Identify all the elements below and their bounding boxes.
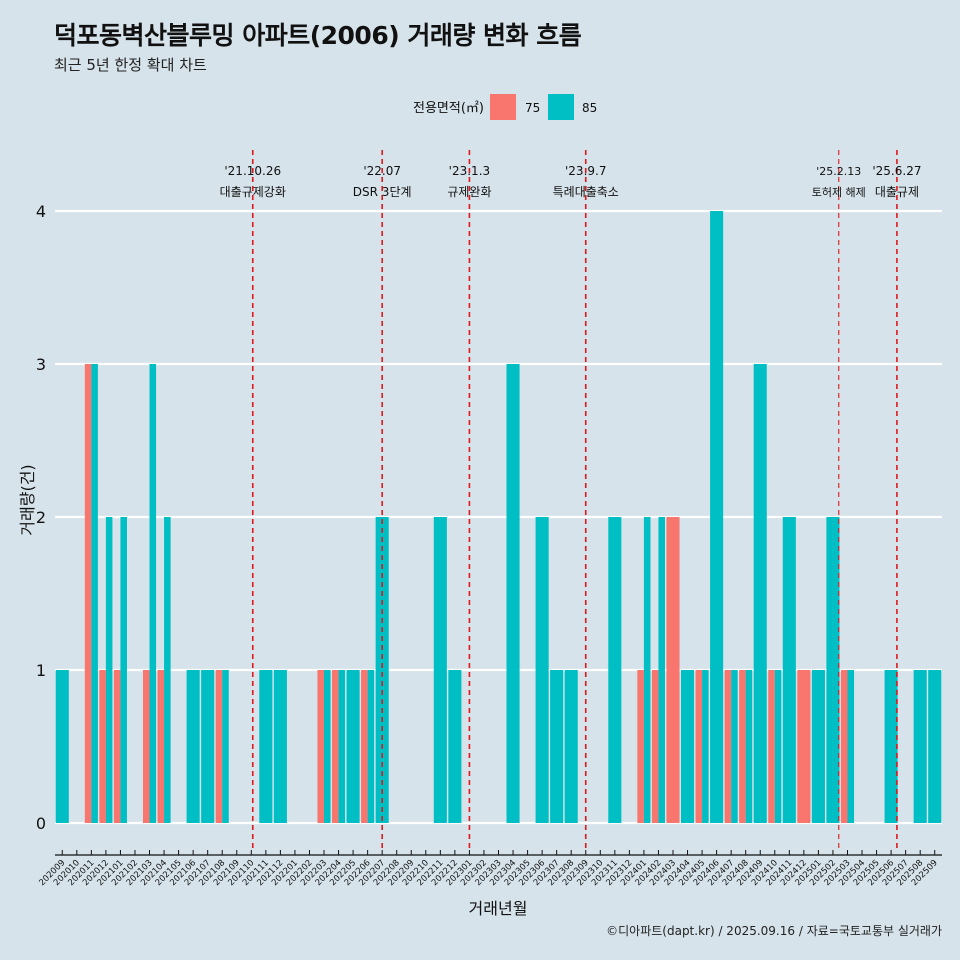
bar-85 [643, 517, 651, 823]
bar-75 [317, 670, 325, 823]
event-label: 토허제 해제 [812, 185, 866, 199]
bar-75 [84, 364, 92, 823]
y-tick-label: 1 [36, 661, 46, 680]
bar-85 [884, 670, 898, 823]
bar-75 [739, 670, 746, 823]
bar-85 [535, 517, 549, 823]
bar-75 [361, 670, 368, 823]
y-tick-label: 3 [36, 355, 46, 374]
bar-75 [797, 670, 811, 823]
event-date: '23.9.7 [565, 164, 606, 178]
bar-85 [702, 670, 709, 823]
event-label: 규제완화 [447, 185, 491, 199]
bar-75 [695, 670, 703, 823]
bar-85 [745, 670, 753, 823]
bar-85 [811, 670, 825, 823]
bar-85 [847, 670, 855, 823]
bar-85 [375, 517, 389, 823]
x-axis-title: 거래년월 [469, 899, 528, 918]
bar-75 [157, 670, 165, 823]
bar-85 [680, 670, 695, 823]
legend-label-75: 75 [525, 101, 540, 115]
y-tick-label: 2 [36, 508, 46, 527]
bar-85 [731, 670, 738, 823]
bar-85 [913, 670, 927, 823]
y-tick-label: 4 [36, 202, 46, 221]
bar-75 [215, 670, 223, 823]
legend-swatch-85 [548, 94, 574, 120]
bar-85 [608, 517, 622, 823]
bar-85 [826, 517, 840, 823]
bar-85 [550, 670, 564, 823]
bar-85 [186, 670, 200, 823]
event-date: '21.10.26 [224, 164, 281, 178]
bar-85 [55, 670, 69, 823]
bar-75 [666, 517, 680, 823]
bar-75 [840, 670, 848, 823]
bar-85 [564, 670, 578, 823]
bar-85 [506, 364, 520, 823]
bar-75 [637, 670, 644, 823]
event-label: 대출규제 [875, 185, 919, 199]
y-axis-title: 거래량(건) [18, 464, 37, 535]
y-tick-label: 0 [36, 814, 46, 833]
bar-75 [142, 670, 150, 823]
bar-85 [782, 517, 796, 823]
event-date: '22.07 [363, 164, 401, 178]
event-label: DSR 3단계 [353, 185, 412, 199]
legend-title: 전용면적(㎡) [413, 101, 484, 116]
bar-85 [273, 670, 287, 823]
chart-subtitle: 최근 5년 한정 확대 차트 [54, 56, 207, 74]
event-date: '25.6.27 [872, 164, 921, 178]
bar-85 [201, 670, 215, 823]
bar-75 [113, 670, 121, 823]
bar-85 [338, 670, 346, 823]
event-label: 특례대출축소 [553, 185, 619, 199]
bar-85 [448, 670, 462, 823]
bar-85 [753, 364, 767, 823]
source-caption: ©디아파트(dapt.kr) / 2025.09.16 / 자료=국토교통부 실… [606, 924, 942, 938]
bar-85 [164, 517, 171, 823]
bar-85 [433, 517, 447, 823]
bar-85 [346, 670, 360, 823]
event-date: '23.1.3 [449, 164, 490, 178]
bar-75 [332, 670, 339, 823]
legend-swatch-75 [490, 94, 516, 120]
chart-title: 덕포동벽산블루밍 아파트(2006) 거래량 변화 흐름 [54, 21, 582, 50]
bar-85 [222, 670, 229, 823]
bar-75 [724, 670, 732, 823]
bar-85 [928, 670, 942, 823]
bar-75 [768, 670, 775, 823]
bar-85 [91, 364, 98, 823]
bar-75 [99, 670, 106, 823]
bar-85 [658, 517, 665, 823]
bar-75 [651, 670, 659, 823]
bar-85 [367, 670, 375, 823]
event-date: '25.2.13 [816, 165, 861, 178]
bar-85 [149, 364, 157, 823]
event-label: 대출규제강화 [220, 185, 286, 199]
legend-label-85: 85 [582, 101, 597, 115]
bar-85 [774, 670, 782, 823]
bar-85 [120, 517, 127, 823]
bar-85 [259, 670, 273, 823]
bar-85 [324, 670, 331, 823]
bar-85 [710, 211, 724, 823]
bar-85 [105, 517, 113, 823]
